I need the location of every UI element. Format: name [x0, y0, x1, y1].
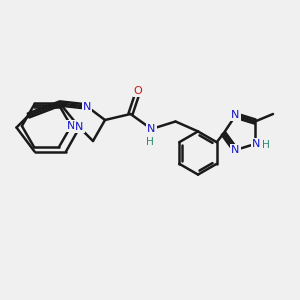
Text: N: N: [147, 124, 156, 134]
Text: H: H: [146, 136, 154, 147]
Text: N: N: [231, 110, 240, 121]
Text: O: O: [134, 86, 142, 97]
Text: N: N: [75, 122, 84, 133]
Text: N: N: [252, 139, 261, 149]
Text: N: N: [83, 101, 91, 112]
Text: N: N: [231, 145, 240, 155]
Text: H: H: [262, 140, 269, 150]
Text: N: N: [67, 121, 75, 131]
